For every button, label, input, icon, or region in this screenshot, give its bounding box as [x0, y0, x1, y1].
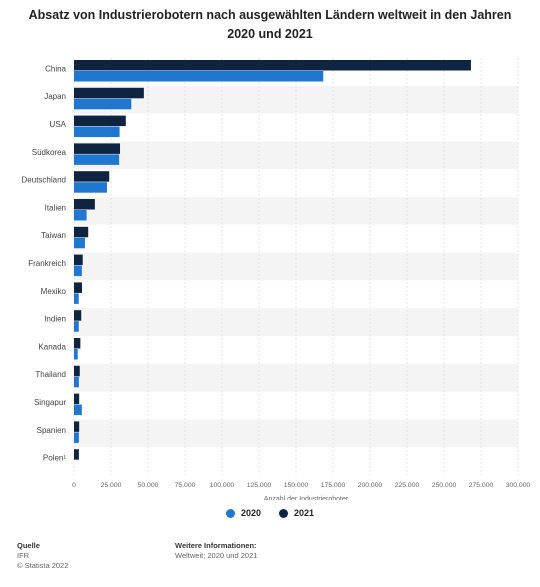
bar-2020	[74, 154, 120, 165]
legend-label-2020: 2020	[240, 508, 261, 518]
legend-swatch-2021	[279, 508, 288, 518]
bar-2020	[74, 98, 132, 110]
x-axis-title: Anzahl der Industrieroboter	[264, 496, 349, 500]
x-tick-label: 125.000	[247, 482, 272, 489]
legend-swatch-2020	[225, 508, 235, 518]
bar-2020	[74, 237, 85, 249]
bar-2021	[74, 226, 89, 238]
bar-2021	[74, 60, 471, 71]
x-tick-label: 275.000	[469, 482, 494, 489]
bar-chart: 0 25.000 50.000 75.000 100.000 125.000 150.000…	[22, 58, 531, 500]
bar-2021	[74, 449, 79, 460]
bar-2020	[74, 210, 87, 221]
source-label: Quelle	[17, 541, 40, 550]
x-tick-label: 150.000	[284, 482, 309, 489]
category-label: China	[45, 64, 66, 73]
legend-item-2021[interactable]: 2021	[279, 508, 314, 518]
chart-title: Absatz von Industrierobotern nach ausgew…	[0, 6, 540, 44]
bar-2021	[74, 254, 83, 266]
bar-2020	[74, 126, 120, 138]
info-label: Weitere Informationen:	[175, 541, 257, 550]
x-tick-label: 225.000	[395, 482, 420, 489]
chart-title-line2: 2020 und 2021	[227, 27, 313, 41]
copyright: © Statista 2022	[17, 561, 69, 570]
footer-info: Weitere Informationen: Weltweit; 2020 un…	[175, 541, 257, 561]
category-label: Mexiko	[41, 287, 67, 296]
bar-2021	[74, 310, 82, 321]
bar-2021	[74, 393, 80, 405]
bar-2020	[74, 321, 79, 332]
x-tick-label: 0	[72, 482, 76, 489]
category-label: Frankreich	[28, 259, 66, 268]
bar-2021	[74, 87, 144, 99]
x-tick-label: 200.000	[358, 482, 383, 489]
category-label: Thailand	[35, 370, 66, 379]
category-label: Italien	[45, 203, 66, 212]
bar-2020	[74, 293, 79, 304]
footer-source: Quelle IFR © Statista 2022	[17, 541, 68, 571]
category-label: Spanien	[37, 426, 66, 435]
info-value: Weltweit; 2020 und 2021	[175, 551, 258, 560]
category-label: USA	[50, 120, 67, 129]
legend: 2020 2021	[0, 508, 540, 518]
bar-2021	[74, 338, 81, 349]
bar-2021	[74, 282, 82, 293]
bar-2021	[74, 115, 126, 127]
category-label: Deutschland	[22, 176, 66, 185]
category-label: Südkorea	[32, 148, 67, 157]
bar-2021	[74, 199, 95, 210]
category-label: Japan	[44, 92, 66, 101]
bar-2021	[74, 365, 80, 377]
bar-2020	[74, 349, 78, 360]
category-label: Kanada	[38, 342, 66, 351]
bar-2020	[74, 432, 79, 443]
chart-title-line1: Absatz von Industrierobotern nach ausgew…	[28, 8, 512, 22]
x-tick-label: 175.000	[321, 482, 346, 489]
bar-2021	[74, 421, 80, 432]
bar-2021	[74, 143, 121, 154]
bar-2020	[74, 376, 79, 388]
category-label: Polen¹	[43, 454, 66, 463]
legend-label-2021: 2021	[294, 508, 315, 518]
category-label: Singapur	[34, 398, 66, 407]
bar-2020	[74, 404, 82, 416]
x-tick-label: 250.000	[432, 482, 457, 489]
x-tick-label: 100.000	[210, 482, 235, 489]
bar-2021	[74, 171, 110, 182]
x-tick-label: 25.000	[101, 482, 122, 489]
category-label: Taiwan	[41, 231, 66, 240]
x-tick-label: 75.000	[175, 482, 196, 489]
bar-2020	[74, 182, 108, 193]
category-label: Indien	[44, 315, 66, 324]
bar-2020	[74, 71, 324, 82]
source-value: IFR	[17, 551, 30, 560]
legend-item-2020[interactable]: 2020	[225, 508, 261, 518]
x-tick-label: 50.000	[138, 482, 159, 489]
bar-2020	[74, 265, 82, 277]
x-tick-label: 300.000	[506, 482, 531, 489]
